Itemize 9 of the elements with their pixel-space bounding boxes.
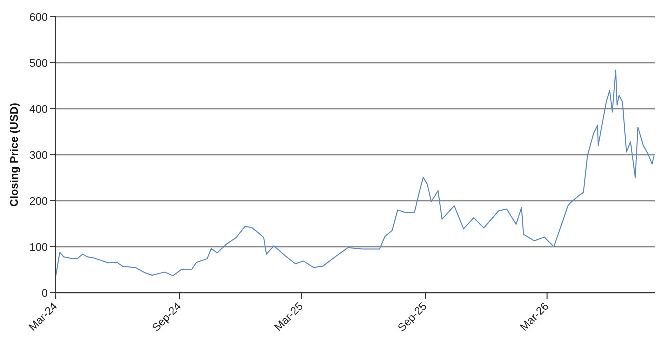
y-tick-label: 600	[30, 12, 48, 24]
line-series	[56, 70, 655, 277]
y-tick-label: 500	[30, 58, 48, 70]
y-tick-label: 300	[30, 150, 48, 162]
y-tick-label: 200	[30, 196, 48, 208]
y-axis-title: Closing Price (USD)	[8, 102, 21, 207]
y-tick-label: 400	[30, 104, 48, 116]
y-tick-label: 100	[30, 242, 48, 254]
y-tick-label: 0	[42, 288, 48, 300]
